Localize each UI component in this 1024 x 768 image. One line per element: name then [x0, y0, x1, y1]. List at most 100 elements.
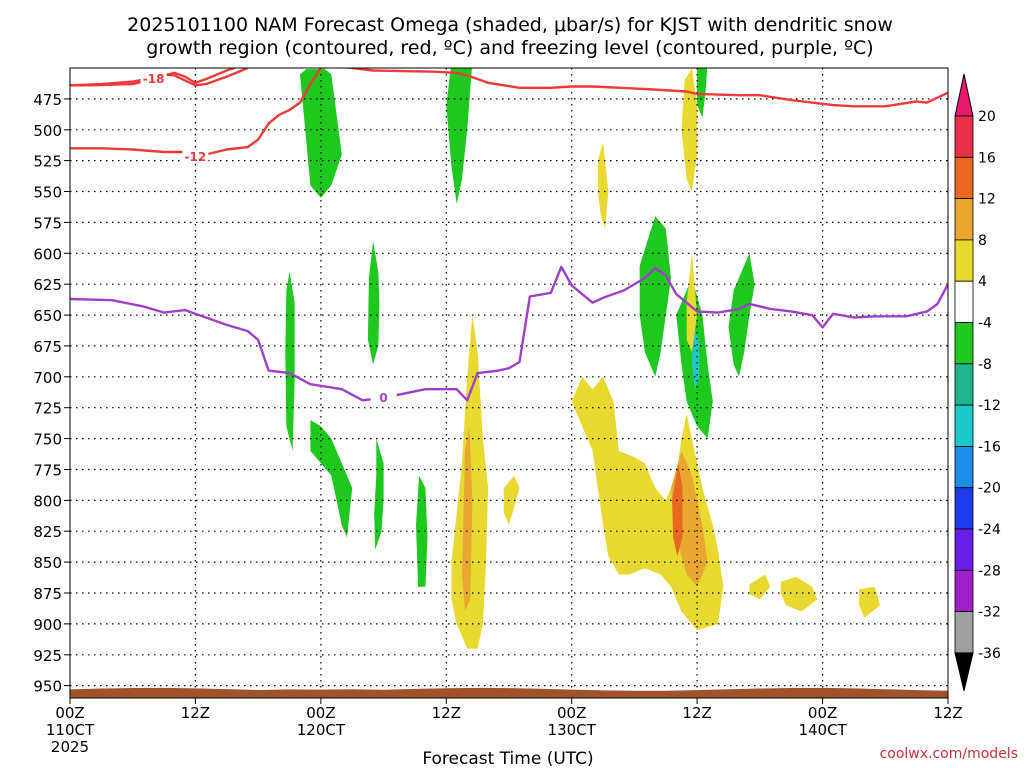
y-tick-label-600: 600 — [33, 245, 62, 263]
colorbar-label-3: 8 — [978, 233, 987, 249]
dgz-upper-minus18 — [70, 68, 249, 87]
x-tick-label-12-0: 12Z — [181, 704, 210, 722]
y-tick-label-475: 475 — [33, 91, 62, 109]
terrain-fill — [70, 687, 948, 698]
x-tick-label-84-0: 12Z — [933, 704, 962, 722]
dotted-gridlines — [70, 68, 948, 698]
y-tick-label-925: 925 — [33, 647, 62, 665]
ascent-band-7 — [374, 438, 384, 550]
freezing-level-0c-label-bg — [370, 389, 397, 404]
dgz-top-minus12-label-bg — [297, 68, 324, 70]
y-tick-label-625: 625 — [33, 276, 62, 294]
ascent-band-2 — [446, 68, 472, 204]
colorbar-swatch-8 — [954, 445, 974, 489]
colorbar-swatch-10 — [954, 528, 974, 571]
freezing-level-0c — [70, 265, 948, 402]
colorbar-label-9: -20 — [978, 481, 1001, 497]
sinking-band-8 — [780, 576, 818, 612]
colorbar-swatch-3 — [954, 239, 974, 282]
y-tick-label-825: 825 — [33, 523, 62, 541]
temperature-contours: -12 -12 -18 0 — [70, 56, 948, 405]
plot-frame — [69, 67, 949, 699]
colorbar-label-2: 12 — [978, 192, 996, 208]
y-tick-label-900: 900 — [33, 616, 62, 634]
colorbar-swatch-5 — [954, 322, 974, 365]
y-tick-label-875: 875 — [33, 585, 62, 603]
sinking-band-9 — [859, 586, 881, 618]
colorbar-swatch-11 — [954, 569, 974, 612]
ascent-band-4 — [367, 240, 380, 365]
colorbar-label-5: -4 — [978, 316, 992, 332]
x-tick-label-0-2: 2025 — [51, 738, 89, 756]
x-tick-label-0-0: 00Z — [55, 704, 84, 722]
y-tick-label-525: 525 — [33, 153, 62, 171]
x-tick-label-72-1: 140CT — [798, 721, 847, 739]
sinking-band-7 — [749, 574, 771, 600]
dgz-upper-minus18-label: -18 — [143, 72, 165, 86]
colorbar-label-6: -8 — [978, 357, 992, 373]
x-tick-label-24-0: 00Z — [306, 704, 335, 722]
ascent-band-5 — [285, 271, 295, 451]
colorbar-label-8: -16 — [978, 439, 1001, 455]
dgz-top-minus12 — [70, 68, 948, 108]
credit-link[interactable]: coolwx.com/models — [880, 746, 1018, 762]
x-tick-label-60-0: 12Z — [682, 704, 711, 722]
colorbar-swatch-1 — [954, 156, 974, 200]
colorbar-label-7: -12 — [978, 398, 1001, 414]
x-tick-label-72-0: 00Z — [808, 704, 837, 722]
x-tick-label-36-0: 12Z — [432, 704, 461, 722]
y-tick-label-950: 950 — [33, 678, 62, 696]
colorbar-label-4: 4 — [978, 274, 987, 290]
terrain-surface — [70, 687, 948, 698]
x-tick-label-48-1: 130CT — [548, 721, 597, 739]
ascent-band-1 — [300, 68, 342, 198]
ascent-band-11 — [728, 253, 755, 377]
omega-shaded-regions — [285, 68, 881, 649]
dgz-top-minus12-label: -12 — [300, 56, 322, 70]
sinking-band-3 — [686, 253, 698, 353]
ascent-core-1 — [691, 327, 700, 390]
x-tick-label-24-1: 120CT — [297, 721, 346, 739]
ascent-band-9 — [639, 216, 671, 377]
colorbar-label-13: -36 — [978, 646, 1001, 662]
sinking-core-2 — [462, 426, 473, 612]
colorbar-bottom-arrow — [954, 652, 974, 692]
sinking-band-6 — [503, 475, 520, 526]
colorbar-swatch-7 — [954, 404, 974, 447]
sinking-band-5 — [597, 142, 609, 229]
freezing-level-0c-label: 0 — [379, 391, 387, 405]
dgz-bottom-minus12-label: -12 — [185, 150, 207, 164]
y-tick-label-700: 700 — [33, 369, 62, 387]
colorbar-label-12: -32 — [978, 605, 1001, 621]
dgz-bottom-minus12 — [70, 68, 324, 159]
y-tick-label-550: 550 — [33, 184, 62, 202]
y-tick-label-650: 650 — [33, 307, 62, 325]
y-tick-label-750: 750 — [33, 431, 62, 449]
y-tick-label-800: 800 — [33, 492, 62, 510]
y-tick-label-725: 725 — [33, 400, 62, 418]
sinking-max-1 — [672, 463, 683, 556]
colorbar-label-0: 20 — [978, 109, 996, 125]
ascent-band-6 — [310, 420, 353, 538]
colorbar-swatch-4 — [954, 280, 974, 323]
x-tick-label-0-1: 110CT — [46, 721, 95, 739]
dgz-upper-minus18-label-bg — [140, 71, 167, 86]
x-tick-label-48-0: 00Z — [557, 704, 586, 722]
colorbar-label-1: 16 — [978, 150, 996, 166]
ascent-band-3 — [697, 68, 708, 118]
dgz-bottom-minus12-label-bg — [182, 148, 209, 163]
chart-title-line-1: 2025101100 NAM Forecast Omega (shaded, μ… — [127, 14, 893, 36]
x-axis-label: Forecast Time (UTC) — [422, 749, 593, 768]
colorbar-swatch-9 — [954, 487, 974, 530]
chart-title-line-2: growth region (contoured, red, ºC) and f… — [146, 37, 873, 59]
colorbar-label-10: -24 — [978, 522, 1001, 538]
y-tick-label-500: 500 — [33, 122, 62, 140]
colorbar-swatch-0 — [954, 115, 974, 158]
colorbar-label-11: -28 — [978, 563, 1001, 579]
colorbar-top-arrow — [954, 73, 974, 117]
y-tick-label-775: 775 — [33, 462, 62, 480]
colorbar-swatch-2 — [954, 198, 974, 241]
y-tick-label-850: 850 — [33, 554, 62, 572]
y-tick-label-675: 675 — [33, 338, 62, 356]
